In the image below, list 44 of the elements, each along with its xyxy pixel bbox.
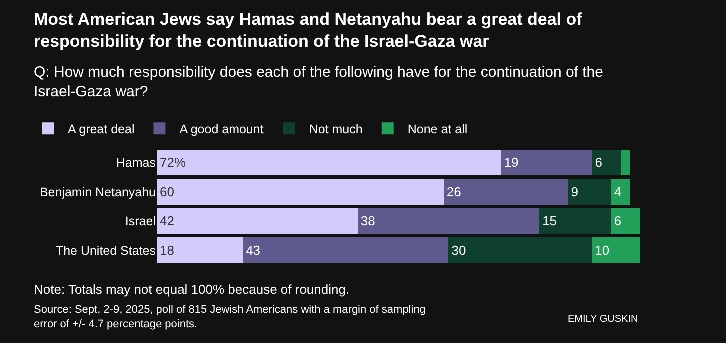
bar <box>448 238 592 264</box>
bar <box>157 150 502 176</box>
chart-title: Most American Jews say Hamas and Netanyahu bear a great deal of responsibility for the continuation of the Israel-Gaza war <box>34 10 583 52</box>
legend-label: Not much <box>309 122 363 136</box>
bar <box>157 238 244 264</box>
text: EMILY GUSKIN <box>568 314 638 325</box>
y-tick-label: Hamas <box>116 156 156 170</box>
data-label: 9 <box>571 184 579 200</box>
data-label: 72% <box>160 155 186 170</box>
data-label: 18 <box>160 242 174 258</box>
legend-label: A good amount <box>180 122 264 136</box>
bar <box>243 238 449 264</box>
bar <box>501 150 592 176</box>
data-label: 60 <box>160 184 174 200</box>
bar <box>592 150 621 176</box>
data-label: 30 <box>452 242 466 258</box>
data-label: 6 <box>614 214 622 229</box>
data-label: 26 <box>446 184 462 200</box>
bar <box>358 208 540 234</box>
data-label: 38 <box>360 214 376 229</box>
bar <box>444 179 568 205</box>
legend-label: None at all <box>408 122 468 136</box>
bar <box>611 179 630 205</box>
data-label: 10 <box>595 242 610 258</box>
y-tick-label: Benjamin Netanyahu <box>40 185 156 200</box>
source-note: Source: Sept. 2-9, 2025, poll of 815 Jewish Americans with a margin of sampling error of +/- 4.7 percentage points. <box>34 304 426 330</box>
data-label: 43 <box>246 242 261 258</box>
y-tick-label: The United States <box>56 244 156 258</box>
y-tick-label: Israel <box>125 214 156 229</box>
bar <box>620 150 630 176</box>
chart-subtitle: Q: How much responsibility does each of the following have for the continuation of the Israel-Gaza war? <box>34 64 604 100</box>
data-label: 15 <box>542 214 558 229</box>
text: Note: Totals may not equal 100% because of rounding. <box>34 282 350 297</box>
legend-label: A great deal <box>68 122 135 136</box>
bar <box>592 238 640 264</box>
bar <box>568 179 612 205</box>
data-label: 6 <box>595 155 602 170</box>
data-label: 42 <box>160 214 174 229</box>
bar <box>611 208 640 234</box>
bar <box>157 208 358 234</box>
bar <box>157 179 444 205</box>
data-label: 19 <box>504 155 519 170</box>
bar <box>540 208 612 234</box>
data-label: 4 <box>614 184 622 200</box>
